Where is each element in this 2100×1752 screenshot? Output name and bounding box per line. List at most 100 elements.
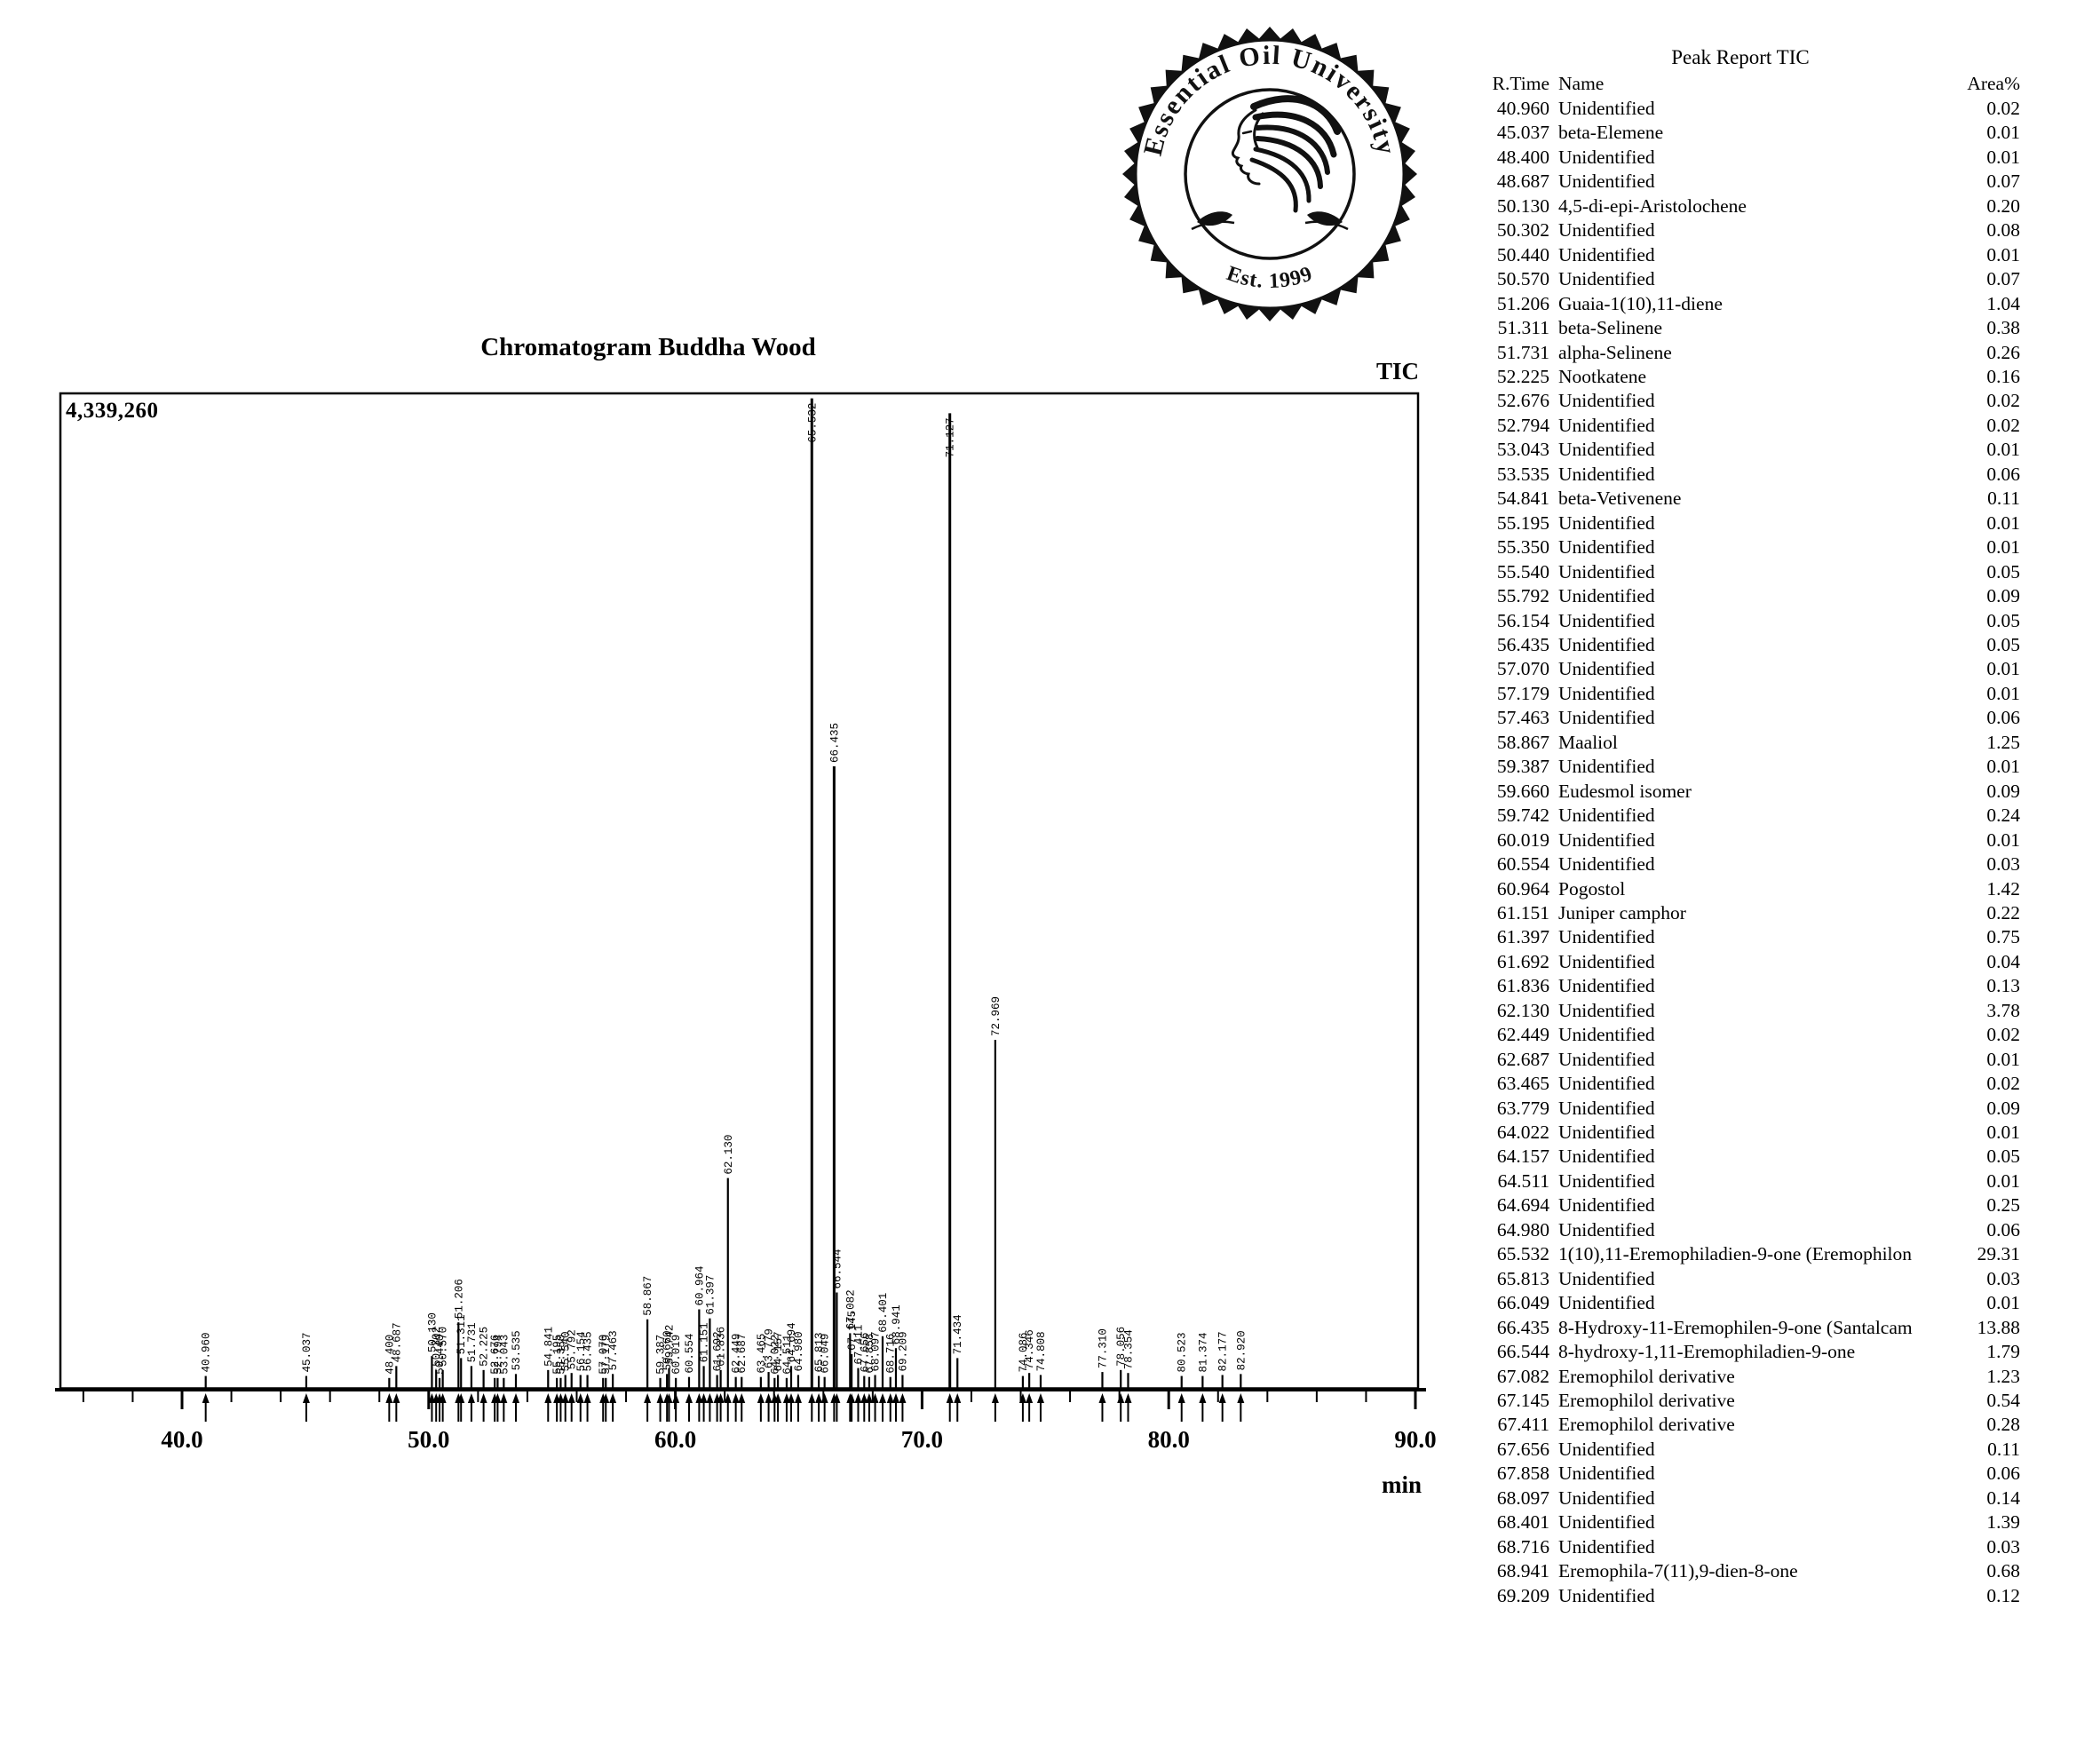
peak-row: 55.540 Unidentified 0.05 — [1461, 560, 2020, 584]
peak-area: 0.01 — [1986, 536, 2020, 559]
svg-text:82.920: 82.920 — [1235, 1330, 1248, 1370]
svg-text:45.037: 45.037 — [301, 1333, 313, 1373]
peak-row: 59.742 Unidentified 0.24 — [1461, 804, 2020, 828]
peak-row: 68.097 Unidentified 0.14 — [1461, 1486, 2020, 1510]
peak-row: 56.154 Unidentified 0.05 — [1461, 609, 2020, 633]
chart-title: Chromatogram Buddha Wood — [480, 333, 816, 361]
peak-name: Unidentified — [1558, 1146, 1655, 1168]
peak-row: 57.463 Unidentified 0.06 — [1461, 706, 2020, 730]
peak-area: 1.42 — [1986, 877, 2020, 900]
svg-text:66.544: 66.544 — [831, 1249, 844, 1288]
svg-text:55.195: 55.195 — [551, 1335, 564, 1375]
peak-name: Eremophila-7(11),9-dien-8-one — [1558, 1560, 1798, 1582]
y-axis-full-scale-label: 4,339,260 — [66, 399, 159, 423]
peak-area: 3.78 — [1986, 999, 2020, 1021]
peak-row: 64.022 Unidentified 0.01 — [1461, 1121, 2020, 1145]
peak-name: beta-Vetivenene — [1558, 488, 1682, 510]
peak-row: 61.397 Unidentified 0.75 — [1461, 925, 2020, 949]
svg-text:65.813: 65.813 — [813, 1333, 826, 1373]
peak-report-rows: 40.960 Unidentified 0.02 45.037 beta-Elemene… — [1461, 97, 2020, 1608]
peak-rtime: 67.411 — [1497, 1414, 1549, 1436]
peak-rtime: 68.941 — [1496, 1560, 1549, 1582]
peak-rtime: 60.964 — [1496, 877, 1549, 900]
peak-rtime: 67.145 — [1496, 1390, 1549, 1412]
peak-rtime: 55.792 — [1496, 585, 1549, 607]
peak-rtime: 56.435 — [1496, 633, 1549, 655]
peak-name: Unidentified — [1558, 1218, 1655, 1241]
peak-row: 67.411 Eremophilol derivative 0.28 — [1461, 1413, 2020, 1437]
peak-rtime: 62.449 — [1496, 1024, 1549, 1046]
peak-area: 0.13 — [1986, 975, 2020, 997]
peak-rtime: 62.130 — [1496, 999, 1549, 1021]
peak-row: 51.311 beta-Selinene 0.38 — [1461, 316, 2020, 340]
peak-area: 0.01 — [1986, 511, 2020, 534]
peak-rtime: 51.311 — [1497, 317, 1549, 339]
svg-text:78.354: 78.354 — [1122, 1329, 1135, 1369]
svg-text:67.411: 67.411 — [852, 1325, 865, 1365]
peak-rtime: 64.511 — [1497, 1169, 1549, 1192]
svg-text:51.206: 51.206 — [453, 1279, 465, 1319]
peak-rtime: 56.154 — [1496, 609, 1549, 631]
peak-area: 0.03 — [1986, 1267, 2020, 1289]
peak-name: Eremophilol derivative — [1558, 1414, 1735, 1436]
peak-rtime: 64.694 — [1496, 1194, 1549, 1217]
peak-name: Unidentified — [1558, 633, 1655, 655]
peak-name: Unidentified — [1558, 609, 1655, 631]
peak-rtime: 64.980 — [1496, 1218, 1549, 1241]
peak-name: Unidentified — [1558, 414, 1655, 436]
peak-name: Unidentified — [1558, 975, 1655, 997]
peak-name: beta-Selinene — [1558, 317, 1663, 339]
svg-text:61.692: 61.692 — [712, 1331, 725, 1371]
svg-text:80.0: 80.0 — [1148, 1426, 1190, 1453]
peak-name: Unidentified — [1558, 1097, 1655, 1119]
peak-area: 0.12 — [1986, 1584, 2020, 1606]
svg-text:68.401: 68.401 — [877, 1293, 890, 1333]
peak-rtime: 66.049 — [1496, 1292, 1549, 1314]
svg-text:60.0: 60.0 — [654, 1426, 696, 1453]
peak-name: Unidentified — [1558, 1463, 1655, 1485]
peak-name: Unidentified — [1558, 1511, 1655, 1534]
svg-text:66.049: 66.049 — [820, 1334, 832, 1374]
chromatogram-plot: 40.0 50.0 60.0 70.0 80.0 90.0 min 40.960 45.037 4… — [55, 392, 1437, 1498]
svg-text:60.964: 60.964 — [693, 1266, 706, 1306]
svg-text:54.841: 54.841 — [543, 1327, 555, 1367]
peak-row: 60.554 Unidentified 0.03 — [1461, 852, 2020, 876]
peak-rtime: 54.841 — [1496, 488, 1549, 510]
peak-area: 0.01 — [1986, 682, 2020, 704]
peak-row: 55.195 Unidentified 0.01 — [1461, 511, 2020, 535]
peak-area: 0.22 — [1986, 901, 2020, 924]
peak-row: 48.687 Unidentified 0.07 — [1461, 170, 2020, 194]
peak-area: 1.25 — [1986, 731, 2020, 753]
peak-name: alpha-Selinene — [1558, 341, 1672, 363]
peak-row: 52.676 Unidentified 0.02 — [1461, 389, 2020, 413]
peak-area: 0.09 — [1986, 1097, 2020, 1119]
peak-report: Peak Report TIC R.Time Name Area% 40.960… — [1461, 44, 2020, 1608]
peak-row: 67.145 Eremophilol derivative 0.54 — [1461, 1389, 2020, 1413]
peak-name: 8-hydroxy-1,11-Eremophiladien-9-one — [1558, 1341, 1856, 1363]
peak-area: 13.88 — [1977, 1316, 2020, 1338]
peak-area: 0.01 — [1986, 658, 2020, 680]
svg-text:67.082: 67.082 — [844, 1289, 857, 1329]
peak-row: 64.157 Unidentified 0.05 — [1461, 1145, 2020, 1169]
peak-row: 59.387 Unidentified 0.01 — [1461, 755, 2020, 779]
peak-name: Unidentified — [1558, 1122, 1655, 1144]
peak-area: 0.01 — [1986, 122, 2020, 144]
peak-rtime: 55.195 — [1496, 511, 1549, 534]
peak-name: Unidentified — [1558, 999, 1655, 1021]
peak-row: 63.779 Unidentified 0.09 — [1461, 1097, 2020, 1121]
peak-rtime: 58.867 — [1496, 731, 1549, 753]
peak-row: 56.435 Unidentified 0.05 — [1461, 633, 2020, 657]
peak-name: Unidentified — [1558, 1048, 1655, 1070]
peak-row: 66.544 8-hydroxy-1,11-Eremophiladien-9-on… — [1461, 1340, 2020, 1364]
peak-row: 62.130 Unidentified 3.78 — [1461, 999, 2020, 1023]
peak-rtime: 64.157 — [1496, 1146, 1549, 1168]
peak-name: Unidentified — [1558, 146, 1655, 168]
peak-rtime: 62.687 — [1496, 1048, 1549, 1070]
peak-rtime: 57.463 — [1496, 707, 1549, 729]
peak-area: 0.11 — [1987, 488, 2020, 510]
svg-text:59.742: 59.742 — [663, 1325, 676, 1365]
svg-text:50.440: 50.440 — [434, 1335, 447, 1375]
peak-name: 8-Hydroxy-11-Eremophilen-9-one (Santalca… — [1558, 1316, 1913, 1338]
svg-text:52.676: 52.676 — [489, 1335, 502, 1375]
